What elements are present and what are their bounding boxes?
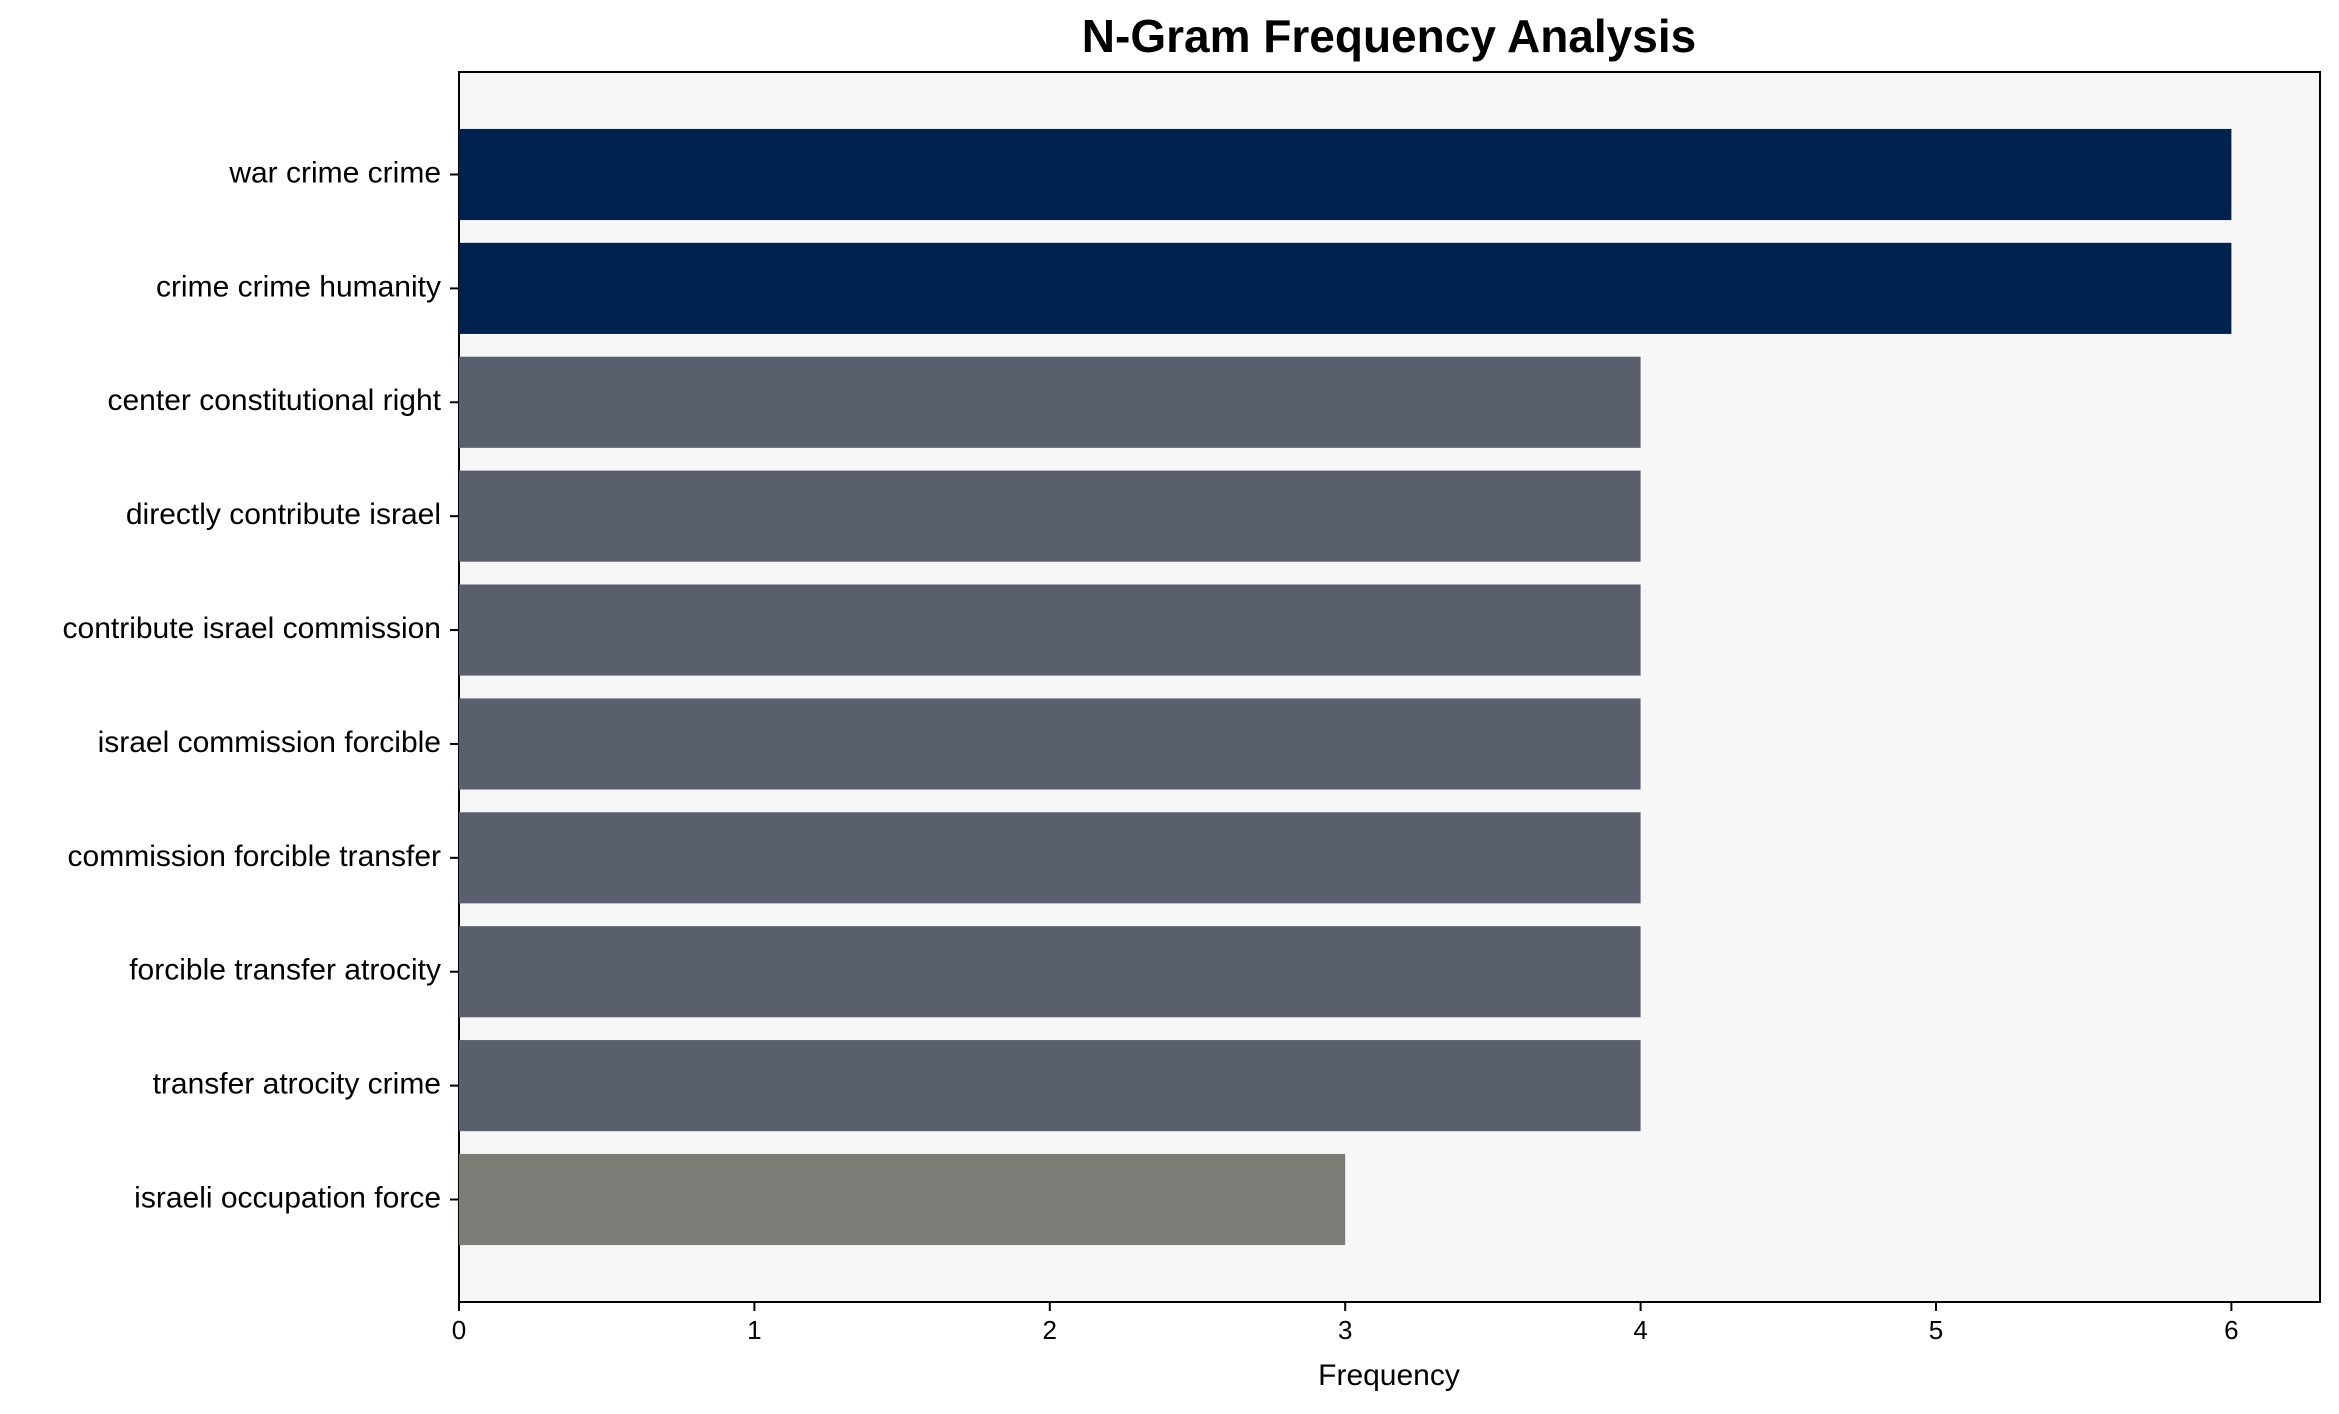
- y-tick-label: forcible transfer atrocity: [129, 954, 441, 987]
- y-tick-label: transfer atrocity crime: [153, 1068, 441, 1101]
- x-tick-label: 4: [1633, 1315, 1647, 1345]
- y-tick-label: israeli occupation force: [134, 1181, 441, 1214]
- bar: [459, 242, 2232, 334]
- bar: [459, 1153, 1346, 1246]
- bar: [459, 812, 1641, 904]
- y-tick-label: commission forcible transfer: [68, 840, 441, 873]
- x-tick-label: 0: [452, 1315, 466, 1345]
- bar: [459, 470, 1641, 562]
- x-tick-label: 5: [1929, 1315, 1943, 1345]
- chart-title: N-Gram Frequency Analysis: [1082, 10, 1696, 62]
- x-axis-label: Frequency: [1318, 1359, 1460, 1392]
- y-tick-label: crime crime humanity: [156, 270, 441, 303]
- bar: [459, 356, 1641, 448]
- bar: [459, 698, 1641, 790]
- x-tick-label: 3: [1338, 1315, 1352, 1345]
- x-tick-label: 1: [747, 1315, 761, 1345]
- y-tick-label: israel commission forcible: [98, 726, 441, 759]
- bar: [459, 128, 2232, 221]
- x-tick-label: 6: [2224, 1315, 2238, 1345]
- bar: [459, 584, 1641, 676]
- x-tick-label: 2: [1043, 1315, 1057, 1345]
- bar: [459, 1040, 1641, 1132]
- y-tick-label: war crime crime: [228, 156, 441, 189]
- y-tick-label: center constitutional right: [107, 384, 441, 417]
- y-tick-label: contribute israel commission: [63, 612, 441, 645]
- y-tick-label: directly contribute israel: [126, 498, 441, 531]
- bar: [459, 926, 1641, 1018]
